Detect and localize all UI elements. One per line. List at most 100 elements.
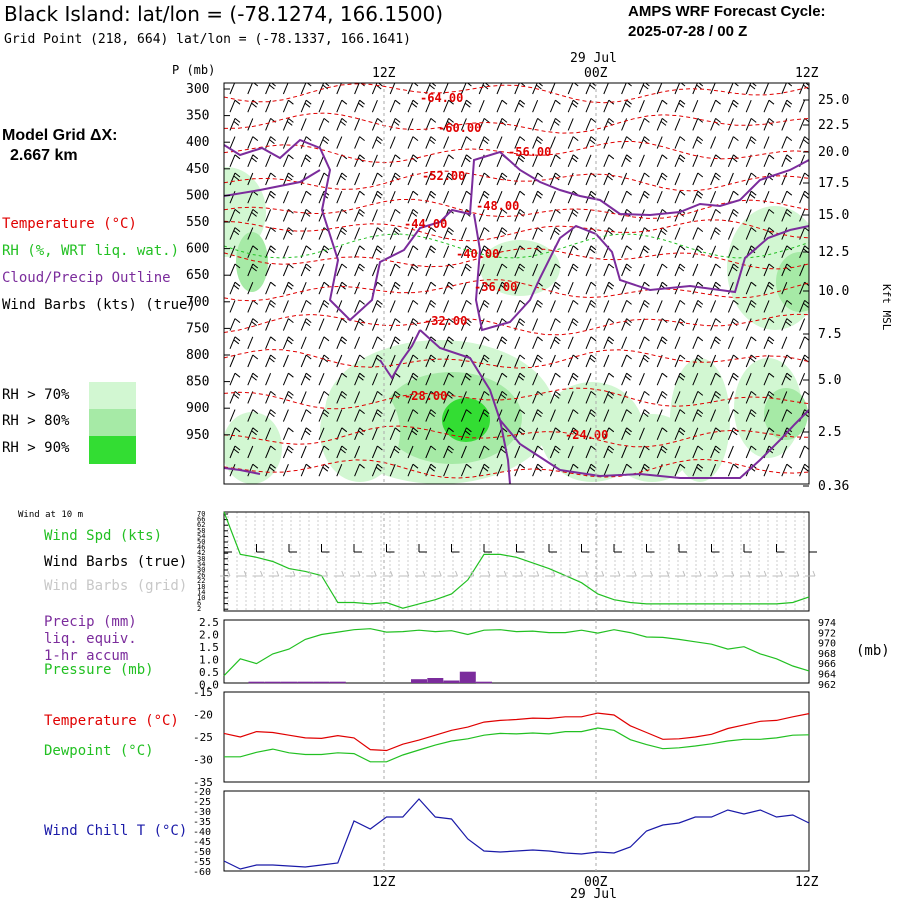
legend-sfc-temperature: Temperature (°C) [44,713,179,729]
wind-barb [781,227,788,240]
chill-tick-label: -55 [193,857,211,868]
wind-barb [371,336,383,349]
surface-wind-barb [288,544,297,553]
wind-barb [603,336,615,349]
pressure-tick-label: 500 [186,188,209,203]
wind-barb [585,172,597,186]
wind-barb [710,136,717,149]
isotherm-label: -40.00 [456,247,499,261]
pressure-tick-label: 964 [818,670,836,681]
chill-tick-label: -30 [193,807,211,818]
legend-rh90: RH > 90% [2,440,70,456]
wind-barb [710,227,721,240]
precip-bar [264,681,281,684]
wind-speed-tick-label: 14 [197,588,205,596]
surface-wind-barb [516,544,525,553]
wind-barb [460,99,472,113]
wind-barb [692,281,704,295]
bottom-time-tick: 00Z [584,875,608,890]
wind-barb [336,281,348,295]
wind-barb [354,336,361,349]
wind-barb [692,373,699,386]
wind-barb [229,99,241,113]
wind-barb [282,172,294,186]
legend-pressure: Pressure (mb) [44,662,154,678]
wind-barb [727,463,739,477]
wind-barb [710,209,721,222]
legend-precip: Precip (mm) liq. equiv. 1-hr accum [44,614,137,665]
wind-barb [585,136,597,149]
isotherm-line [224,279,809,302]
wind-barb [371,463,383,477]
wind-barb [265,172,276,186]
wind-barb [727,136,739,149]
wind-barb [496,464,503,477]
bottom-date-label: 29 Jul [570,887,617,900]
wind-barb [336,83,342,95]
wind-barb [710,391,721,404]
wind-barb [549,354,556,368]
surface-grid-barb [431,570,442,577]
wind-barb [674,409,686,422]
wind-barb [300,391,307,404]
wind-barb [354,136,365,149]
wind-barb [799,463,809,477]
surface-wind-barb [483,544,492,553]
legend-wind-barbs-true: Wind Barbs (true) [44,554,188,570]
dewpoint-line [224,727,810,763]
surface-grid-barb [675,570,686,577]
wind-barb [656,227,668,240]
wind-barb [318,427,325,440]
wind-barb [567,154,579,167]
chill-tick-label: -35 [193,817,211,828]
wind-barb [425,172,437,186]
wind-barb [674,227,681,240]
wind-barb [532,391,543,404]
wind-barb [425,281,437,295]
precip-bar [248,681,265,684]
wind-barb [336,118,348,131]
wind-barb [549,99,561,113]
isotherm-line [224,425,809,448]
surface-grid-barb [220,570,231,577]
wind-barb [567,118,574,131]
wind-barb [514,263,526,277]
wind-barb [567,172,574,186]
wind-barb [638,409,650,422]
wind-barb [265,318,272,331]
height-tick-label: 7.5 [818,327,841,342]
wind-barb [710,83,716,95]
wind-barb [265,300,276,313]
wind-barb [282,391,294,404]
wind-barb [354,227,361,240]
wind-barb [567,136,579,149]
wind-barb [247,83,259,95]
wind-barb [282,136,289,149]
precip-bar [281,681,297,684]
wind-barb [265,118,276,131]
wind-barb [282,464,289,477]
wind-barb [549,136,556,149]
wind-barb [514,99,526,113]
wind-barb [478,281,490,295]
wind-barb [727,354,739,368]
surface-grid-barb [707,570,718,577]
wind-barb [549,372,561,386]
wind-barb [514,118,521,131]
wind-barb [247,227,254,240]
wind-barb [514,445,521,459]
precip-tick-label: 2.0 [199,629,219,642]
wind-barb [781,318,793,331]
wind-barb [763,464,770,477]
wind-barb [549,336,561,349]
wind-barb [621,190,632,204]
rh-contour [224,233,809,259]
wind-barb [585,118,597,131]
isotherm-line [224,458,809,479]
wind-barb [300,336,307,349]
wind-barb [336,464,343,477]
surface-grid-barb [268,570,280,577]
rh-shade-region [442,398,490,442]
wind-barb [282,281,294,295]
isotherm-label: -36.00 [474,280,517,294]
